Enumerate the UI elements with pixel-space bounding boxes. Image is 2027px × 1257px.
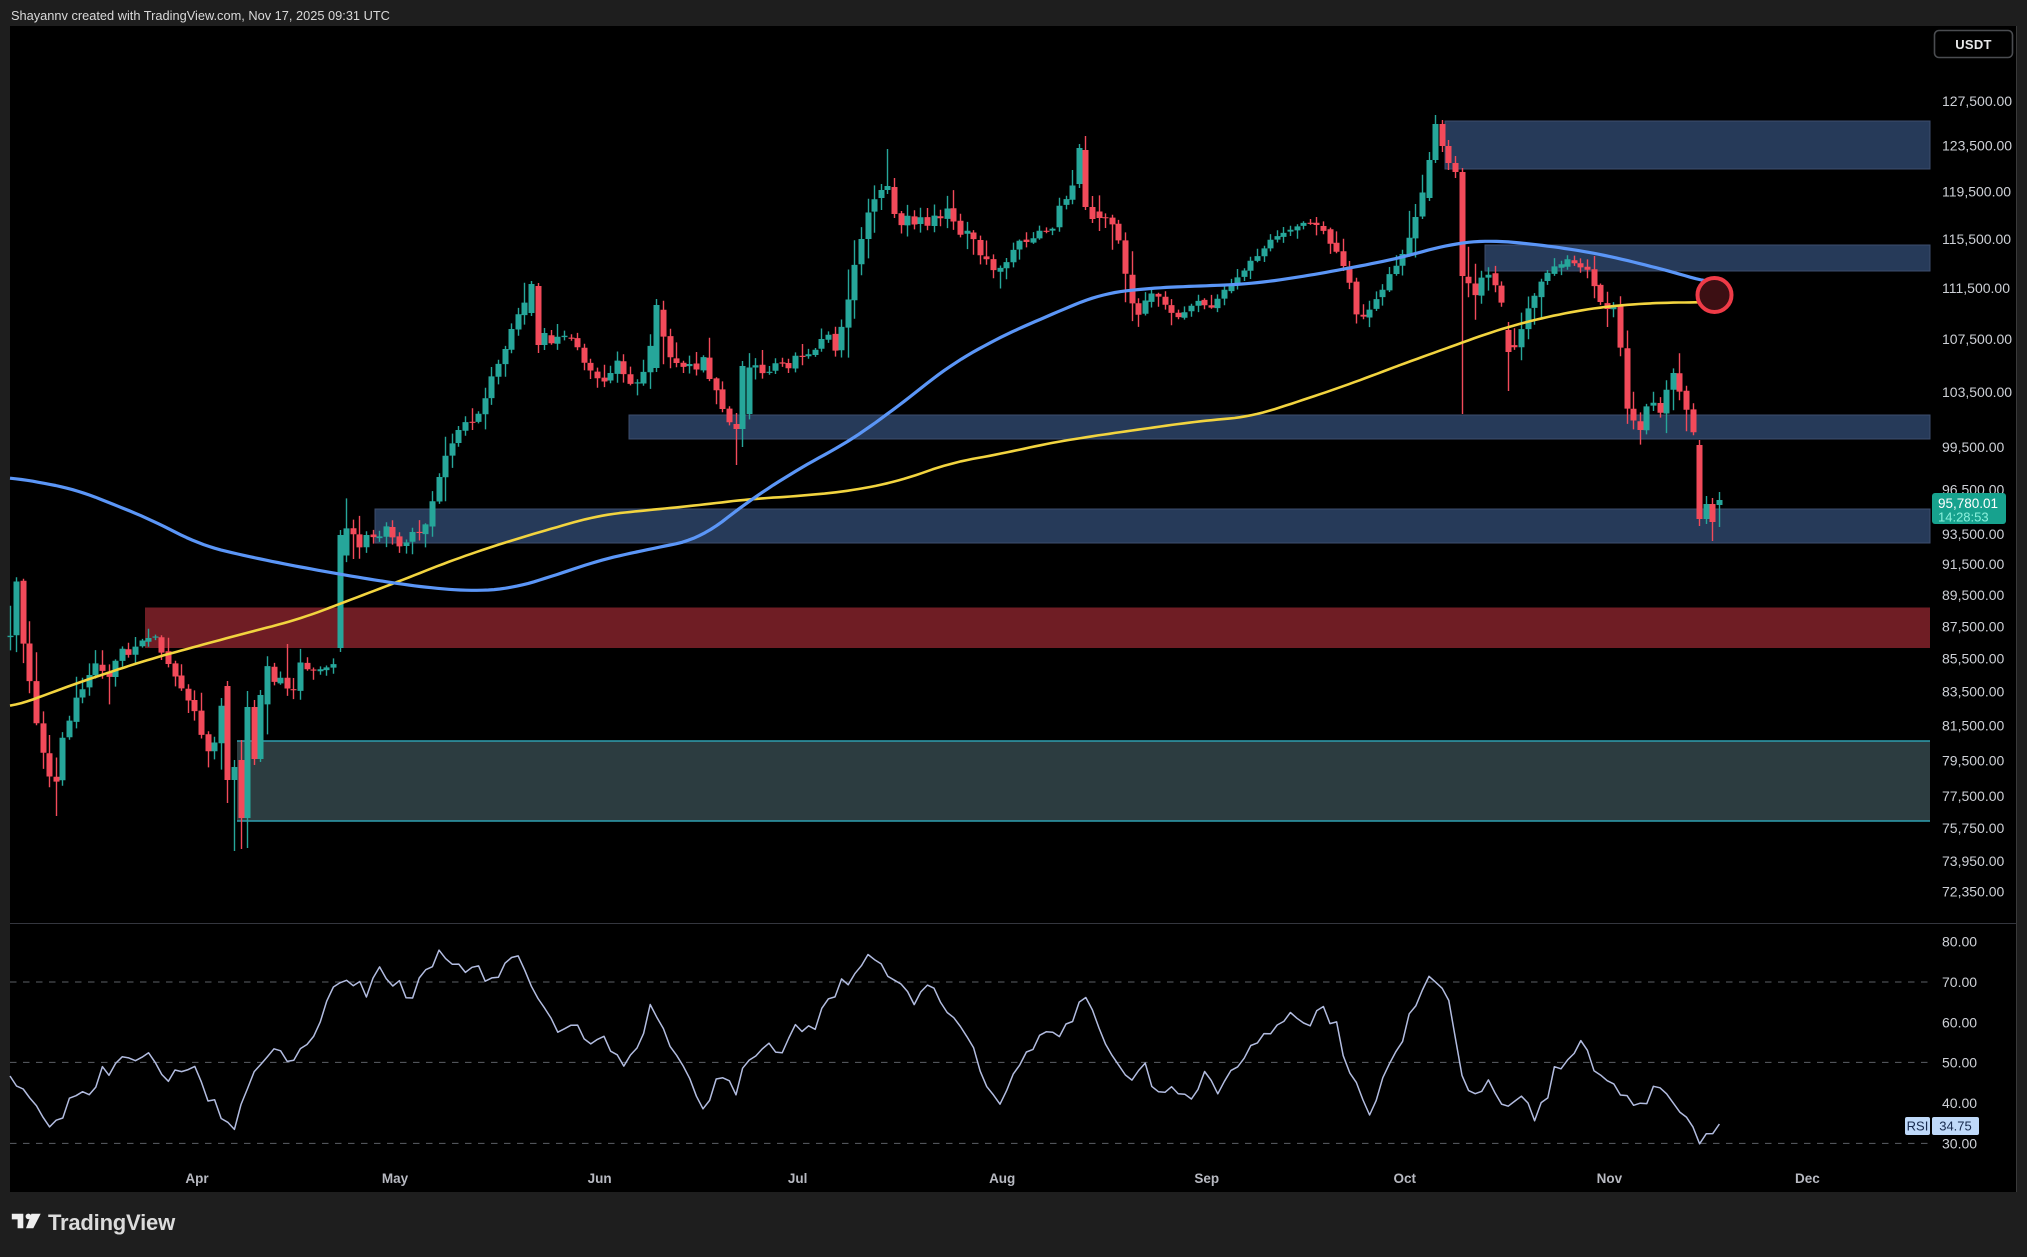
svg-text:85,500.00: 85,500.00: [1942, 651, 2004, 667]
svg-text:30.00: 30.00: [1942, 1135, 1977, 1151]
svg-text:87,500.00: 87,500.00: [1942, 618, 2004, 634]
svg-text:50.00: 50.00: [1942, 1054, 1977, 1070]
svg-text:127,500.00: 127,500.00: [1942, 93, 2012, 109]
svg-text:70.00: 70.00: [1942, 974, 1977, 990]
svg-text:119,500.00: 119,500.00: [1942, 183, 2011, 199]
svg-text:107,500.00: 107,500.00: [1942, 331, 2012, 347]
svg-text:72,350.00: 72,350.00: [1942, 884, 2004, 900]
svg-text:123,500.00: 123,500.00: [1942, 138, 2012, 154]
svg-text:103,500.00: 103,500.00: [1942, 384, 2012, 400]
svg-text:81,500.00: 81,500.00: [1942, 718, 2004, 734]
svg-text:Aug: Aug: [989, 1171, 1015, 1186]
svg-text:89,500.00: 89,500.00: [1942, 587, 2004, 603]
svg-text:83,500.00: 83,500.00: [1942, 684, 2004, 700]
svg-text:111,500.00: 111,500.00: [1942, 280, 2010, 296]
svg-text:14:28:53: 14:28:53: [1938, 510, 1989, 525]
svg-text:99,500.00: 99,500.00: [1942, 439, 2004, 455]
svg-text:Nov: Nov: [1597, 1171, 1623, 1186]
svg-text:Dec: Dec: [1795, 1171, 1820, 1186]
svg-text:40.00: 40.00: [1942, 1095, 1977, 1111]
svg-text:91,500.00: 91,500.00: [1942, 556, 2004, 572]
svg-text:93,500.00: 93,500.00: [1942, 526, 2004, 542]
svg-text:TradingView: TradingView: [48, 1210, 176, 1235]
svg-text:USDT: USDT: [1955, 37, 1992, 52]
svg-text:115,500.00: 115,500.00: [1942, 231, 2011, 247]
svg-text:79,500.00: 79,500.00: [1942, 752, 2004, 768]
svg-text:Shayannv created with TradingV: Shayannv created with TradingView.com, N…: [11, 8, 390, 23]
svg-text:73,950.00: 73,950.00: [1942, 853, 2004, 869]
svg-text:Apr: Apr: [185, 1171, 209, 1186]
svg-text:75,750.00: 75,750.00: [1942, 820, 2004, 836]
svg-text:RSI: RSI: [1907, 1119, 1929, 1134]
svg-text:Jun: Jun: [588, 1171, 612, 1186]
svg-text:80.00: 80.00: [1942, 934, 1977, 950]
svg-text:Jul: Jul: [788, 1171, 808, 1186]
svg-text:Oct: Oct: [1394, 1171, 1417, 1186]
svg-text:77,500.00: 77,500.00: [1942, 788, 2004, 804]
svg-text:Sep: Sep: [1194, 1171, 1219, 1186]
svg-text:34.75: 34.75: [1939, 1119, 1972, 1134]
svg-text:60.00: 60.00: [1942, 1014, 1977, 1030]
svg-text:95,780.01: 95,780.01: [1938, 496, 1998, 511]
svg-text:May: May: [382, 1171, 409, 1186]
